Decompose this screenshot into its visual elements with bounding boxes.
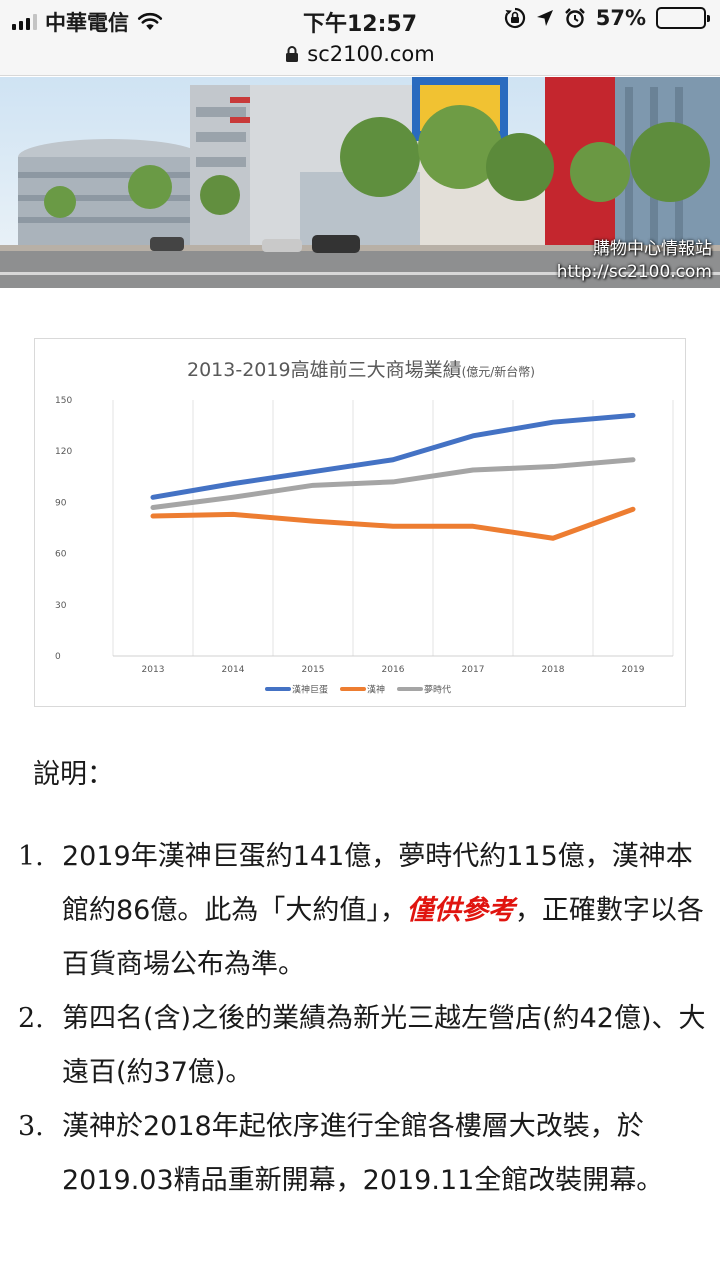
note-text: 2019年漢神巨蛋約141億，夢時代約115億，漢神本館約86億。此為「大約值」… [62, 830, 708, 992]
notes-list: 1. 2019年漢神巨蛋約141億，夢時代約115億，漢神本館約86億。此為「大約… [18, 830, 708, 1208]
chart-series-line-3 [150, 457, 636, 511]
wifi-icon [137, 12, 163, 30]
chart-legend-label-3: 夢時代 [424, 684, 451, 696]
status-left: 中華電信 [12, 7, 163, 37]
note-text-tail: ，正確數字以各百貨商場公布為準。 [62, 895, 704, 980]
street-scene-image [0, 77, 720, 288]
note-text-main: 2019年漢神巨蛋約141億，夢時代約115億，漢神本館約86億。此為「大約值」… [62, 841, 693, 926]
note-emphasis: 僅供參考 [406, 895, 515, 926]
signal-icon [12, 14, 37, 30]
chart-x-tick-label: 2013 [142, 665, 165, 675]
note-text: 第四名(含)之後的業績為新光三越左營店(約42億)、大遠百(約37億)。 [62, 992, 708, 1100]
status-time: 下午12:57 [302, 12, 418, 37]
hero-photo: 購物中心情報站 http://sc2100.com [0, 77, 720, 288]
chart-y-tick-label: 0 [55, 652, 61, 662]
battery-percent: 57% [595, 6, 646, 30]
chart-x-tick-label: 2017 [462, 665, 485, 675]
chart-series-line-2 [150, 506, 636, 541]
orientation-lock-icon [504, 7, 525, 29]
location-icon [536, 10, 553, 26]
chart-y-tick-label: 60 [55, 550, 67, 560]
note-text-main: 漢神於2018年起依序進行全館各樓層大改裝，於2019.03精品重新開幕，201… [62, 1111, 664, 1196]
chart-title: 2013-2019高雄前三大商場業績(億元/新台幣) [35, 355, 687, 382]
note-item: 2. 第四名(含)之後的業績為新光三越左營店(約42億)、大遠百(約37億)。 [18, 992, 708, 1100]
chart-x-tick-label: 2018 [542, 665, 565, 675]
chart-y-tick-label: 150 [55, 396, 72, 406]
watermark-site-name: 購物中心情報站 [593, 239, 712, 259]
browser-chrome: 中華電信 下午12:57 57% [0, 0, 720, 76]
status-bar: 中華電信 下午12:57 57% [0, 0, 720, 40]
chart-canvas: 0 30 60 90 120 150 2013 2014 2015 2016 2017 2018 201… [55, 396, 674, 696]
chart-x-tick-label: 2016 [382, 665, 405, 675]
chart-x-tick-label: 2019 [622, 665, 645, 675]
note-number: 1. [18, 841, 44, 872]
description-heading: 說明： [33, 759, 114, 790]
chart-x-tick-label: 2015 [302, 665, 325, 675]
alarm-icon [564, 8, 585, 28]
chart-legend-label-2: 漢神 [367, 684, 385, 696]
chart-y-tick-label: 30 [55, 601, 67, 611]
watermark-url: http://sc2100.com [556, 262, 712, 282]
url-bar[interactable]: sc2100.com [0, 40, 720, 68]
hero-watermark: 購物中心情報站 http://sc2100.com [557, 238, 712, 284]
chart-series-line-1 [150, 412, 636, 500]
chart-x-tick-label: 2014 [222, 665, 245, 675]
note-item: 3. 漢神於2018年起依序進行全館各樓層大改裝，於2019.03精品重新開幕，2… [18, 1100, 708, 1208]
url-text[interactable]: sc2100.com [307, 42, 435, 66]
chart-title-text: 2013-2019高雄前三大商場業績 [187, 359, 462, 381]
status-right: 57% [504, 6, 710, 30]
lock-icon [286, 46, 299, 62]
chart-legend-label-1: 漢神巨蛋 [292, 684, 328, 696]
chart-y-tick-label: 120 [55, 447, 72, 457]
chart-title-unit: (億元/新台幣) [461, 365, 535, 379]
sales-line-chart: 0 30 60 90 120 150 2013 2014 2015 2016 2017 2018 201… [34, 338, 686, 707]
note-number: 2. [18, 1003, 44, 1034]
note-text-main: 第四名(含)之後的業績為新光三越左營店(約42億)、大遠百(約37億)。 [62, 1003, 706, 1088]
note-item: 1. 2019年漢神巨蛋約141億，夢時代約115億，漢神本館約86億。此為「大約… [18, 830, 708, 992]
carrier-name: 中華電信 [45, 11, 129, 35]
note-number: 3. [18, 1111, 44, 1142]
note-text: 漢神於2018年起依序進行全館各樓層大改裝，於2019.03精品重新開幕，201… [62, 1100, 708, 1208]
battery-icon [656, 7, 710, 29]
chart-y-tick-label: 90 [55, 498, 67, 508]
